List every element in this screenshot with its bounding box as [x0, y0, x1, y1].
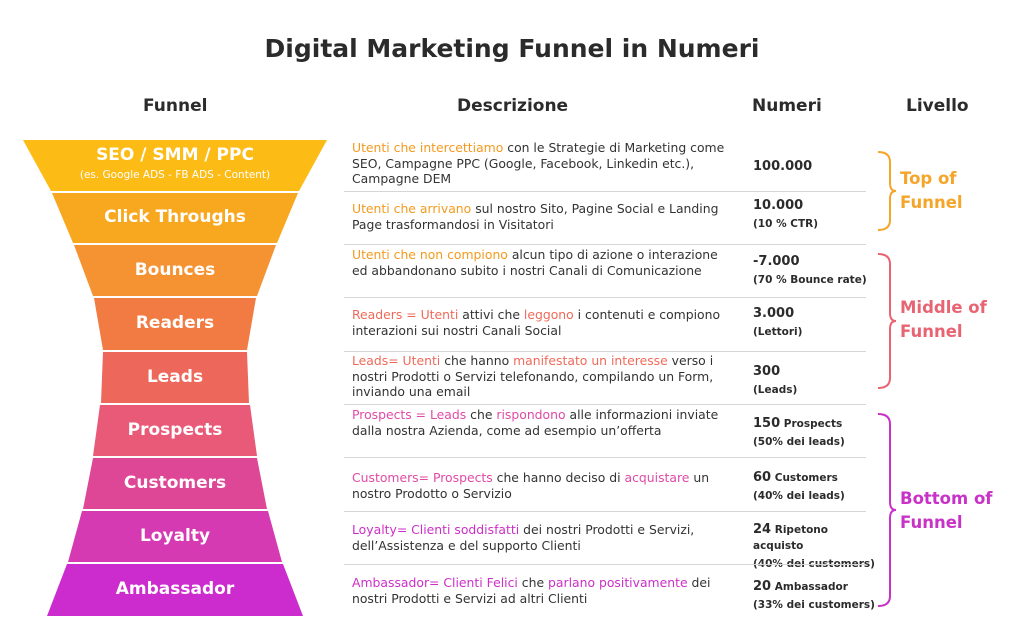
stage-number-note: (50% dei leads) [753, 436, 845, 448]
funnel-stage-label: Readers [135, 313, 215, 333]
stage-number-value: 20 [753, 579, 772, 594]
funnel-stage-2 [74, 245, 276, 296]
stage-number-value: 100.000 [753, 159, 813, 174]
stage-number-note: (Leads) [753, 384, 798, 396]
funnel-stage-6 [83, 458, 267, 509]
stage-number: 3.000 (Lettori) [753, 305, 878, 339]
stage-description: Readers = Utenti attivi che leggono i co… [352, 307, 721, 338]
stage-number-note: (40% dei leads) [753, 490, 845, 502]
stage-description: Utenti che non compiono alcun tipo di az… [352, 247, 718, 278]
stage-number-value: 300 [753, 364, 781, 379]
funnel-stage-label: Bounces [134, 259, 216, 280]
page-title: Digital Marketing Funnel in Numeri [264, 34, 760, 63]
level-label: Middle of Funnel [900, 298, 987, 341]
funnel-stage-sublabel: (es. Google ADS - FB ADS - Content) [79, 169, 271, 181]
funnel-stage-7 [68, 511, 282, 562]
column-header-numbers: Numeri [752, 96, 822, 116]
stage-number-value: 3.000 [753, 306, 795, 321]
stage-number-value: 10.000 [753, 198, 804, 213]
row-divider [344, 297, 866, 298]
funnel-stage-label: Customers [123, 472, 227, 493]
stage-number-suffix: Prospects [780, 418, 843, 430]
row-divider [344, 244, 866, 245]
stage-number-suffix: Ambassador [771, 581, 848, 593]
funnel-stage-label: Ambassador [115, 579, 235, 599]
funnel-stage-0 [23, 140, 327, 191]
stage-description: Utenti che intercettiamo con le Strategi… [352, 140, 725, 186]
stage-description: Leads= Utenti che hanno manifestato un i… [352, 353, 714, 399]
level-bracket-2 [877, 413, 897, 607]
row-divider [344, 191, 866, 192]
stage-description: Customers= Prospects che hanno deciso di… [352, 470, 710, 501]
stage-description: Ambassador= Clienti Felici che parlano p… [352, 575, 711, 606]
level-bracket-0 [877, 151, 897, 231]
column-header-description: Descrizione [457, 96, 569, 116]
column-header-funnel: Funnel [143, 96, 208, 116]
stage-number: 150 Prospects (50% dei leads) [753, 415, 878, 449]
funnel-stage-1 [52, 193, 298, 243]
stage-number-note: (10 % CTR) [753, 218, 818, 230]
stage-number-value: 150 [753, 416, 781, 431]
funnel-stage-8 [47, 564, 303, 616]
stage-number-note: (33% dei customers) [753, 599, 875, 611]
funnel-stage-label: Loyalty [139, 525, 211, 546]
stage-number-note: (Lettori) [753, 326, 803, 338]
level-label: Top of Funnel [900, 169, 963, 212]
column-header-level: Livello [906, 96, 969, 116]
funnel-stage-label: SEO / SMM / PPC [96, 145, 254, 165]
stage-number: 100.000 [753, 158, 878, 174]
funnel-stage-3 [94, 298, 256, 350]
funnel-stage-label: Click Throughs [104, 207, 246, 227]
row-divider [344, 564, 866, 565]
stage-number-value: 60 [753, 470, 772, 485]
row-divider [344, 404, 866, 405]
stage-number: 20 Ambassador (33% dei customers) [753, 578, 878, 612]
stage-description: Prospects = Leads che rispondono alle in… [352, 407, 719, 438]
stage-number: 60 Customers (40% dei leads) [753, 469, 878, 503]
funnel-stage-label: Prospects [127, 419, 223, 440]
stage-number-value: -7.000 [753, 254, 800, 269]
funnel-stage-5 [93, 405, 257, 456]
funnel-stage-label: Leads [146, 366, 204, 387]
funnel-stage-4 [101, 352, 249, 403]
row-divider [344, 457, 866, 458]
row-divider [344, 511, 866, 512]
level-bracket-1 [877, 253, 897, 389]
stage-number: -7.000 (70 % Bounce rate) [753, 253, 878, 287]
stage-number: 300 (Leads) [753, 363, 878, 397]
row-divider [344, 351, 866, 352]
stage-number-value: 24 [753, 522, 772, 537]
level-label: Bottom of Funnel [900, 489, 993, 532]
stage-description: Utenti che arrivano sul nostro Sito, Pag… [352, 201, 719, 232]
stage-number: 10.000 (10 % CTR) [753, 197, 878, 231]
stage-description: Loyalty= Clienti soddisfatti dei nostri … [352, 522, 695, 553]
stage-number-note: (70 % Bounce rate) [753, 274, 867, 286]
stage-number-suffix: Ripetono acquisto [753, 524, 828, 552]
stage-number-suffix: Customers [771, 472, 838, 484]
